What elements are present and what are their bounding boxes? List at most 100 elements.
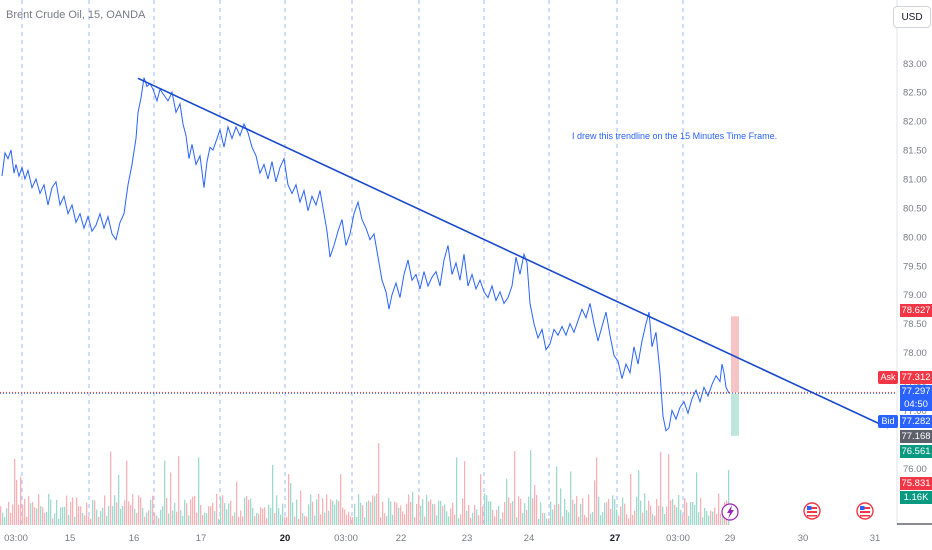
volume-bar (104, 495, 106, 525)
volume-bar (464, 461, 466, 525)
volume-bar (346, 514, 348, 525)
volume-bar (570, 471, 572, 525)
volume-bar (214, 511, 216, 525)
volume-bar (280, 514, 282, 525)
volume-bar (10, 512, 12, 525)
volume-bar (292, 502, 294, 525)
volume-bar (86, 502, 88, 525)
ask-price-label: 77.312 (900, 371, 932, 384)
volume-bar (330, 499, 332, 525)
volume-bar (640, 500, 642, 525)
volume-bar (28, 496, 30, 525)
volume-bar (270, 507, 272, 525)
volume-bar (166, 498, 168, 525)
volume-bar (198, 457, 200, 525)
low-price-label: 77.168 (900, 430, 932, 443)
volume-bar (462, 498, 464, 525)
price-tick-label: 80.00 (903, 232, 927, 243)
volume-bar (578, 516, 580, 525)
volume-bar (582, 498, 584, 525)
volume-bar (342, 507, 344, 525)
volume-bar (250, 498, 252, 525)
volume-bar (608, 498, 610, 525)
volume-bar (362, 505, 364, 525)
volume-bar (212, 502, 214, 525)
volume-bar (702, 517, 704, 525)
volume-bar (12, 504, 14, 525)
volume-bar (434, 504, 436, 525)
volume-bar (30, 503, 32, 525)
volume-bar (158, 518, 160, 525)
volume-bar (470, 517, 472, 525)
volume-bar (448, 516, 450, 525)
volume-bar (452, 502, 454, 525)
lightning-icon[interactable] (721, 503, 739, 521)
volume-bar (68, 514, 70, 525)
volume-bar (542, 512, 544, 525)
volume-bar (132, 494, 134, 525)
price-tick-label: 78.50 (903, 319, 927, 330)
price-tick-label: 80.50 (903, 203, 927, 214)
volume-bar (636, 496, 638, 525)
volume-bar (392, 514, 394, 525)
volume-bar (676, 507, 678, 525)
last-price-label: 77.297 (900, 385, 932, 398)
volume-bar (680, 509, 682, 525)
volume-bar (318, 493, 320, 525)
volume-bar (642, 512, 644, 525)
volume-bar (206, 513, 208, 525)
volume-bar (146, 512, 148, 525)
volume-bar (364, 517, 366, 525)
volume-bar (616, 509, 618, 525)
us-flag-event-icon[interactable] (856, 502, 874, 520)
volume-bar (306, 516, 308, 525)
volume-bar (384, 513, 386, 525)
time-axis-ticks[interactable]: 03:00 15 16 17 20 03:00 22 23 24 27 03:00 29 30 31 (4, 533, 880, 544)
volume-bar (592, 511, 594, 525)
volume-bar (228, 503, 230, 525)
volume-bar (282, 503, 284, 525)
volume-bar (478, 515, 480, 525)
volume-bar (686, 502, 688, 525)
volume-bar (574, 503, 576, 525)
volume-bar (8, 501, 10, 525)
volume-bar (336, 499, 338, 525)
volume-bar (308, 504, 310, 525)
volume-bar (424, 516, 426, 525)
volume-bar (532, 498, 534, 525)
volume-bar (538, 518, 540, 525)
volume-bar (66, 495, 68, 525)
volume-label: 1.16K (900, 491, 932, 504)
volume-bar (90, 518, 92, 525)
volume-bar (254, 516, 256, 525)
ask-tag: Ask (878, 371, 898, 384)
currency-button[interactable]: USD (893, 6, 931, 28)
us-flag-event-icon[interactable] (803, 502, 821, 520)
volume-bar (552, 509, 554, 525)
time-tick-label: 29 (725, 533, 736, 544)
volume-bar (106, 515, 108, 525)
price-tick-label: 76.00 (903, 464, 927, 475)
text-annotation[interactable]: I drew this trendline on the 15 Minutes … (572, 131, 778, 141)
volume-bar (558, 503, 560, 525)
volume-bar (116, 502, 118, 525)
volume-bar (654, 515, 656, 525)
volume-bar (168, 513, 170, 525)
volume-bar (646, 510, 648, 525)
volume-bar (162, 506, 164, 525)
volume-bar (712, 511, 714, 525)
volume-bar (700, 497, 702, 525)
time-tick-label: 23 (462, 533, 473, 544)
volume-bar (376, 493, 378, 525)
volume-bar (600, 515, 602, 525)
volume-bar (506, 478, 508, 525)
volume-bar (370, 501, 372, 525)
volume-bar (46, 511, 48, 525)
price-tick-label: 77.00 (903, 406, 927, 417)
price-tick-label: 78.00 (903, 348, 927, 359)
volume-bar (96, 509, 98, 525)
trendline[interactable] (137, 77, 889, 429)
volume-bar (534, 485, 536, 525)
volume-bar (350, 516, 352, 525)
